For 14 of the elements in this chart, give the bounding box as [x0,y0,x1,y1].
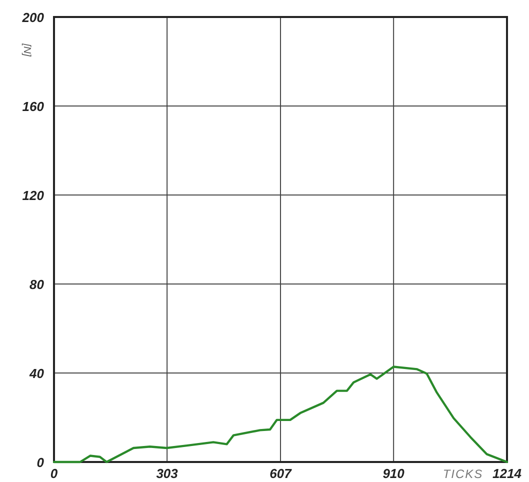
y-tick-label: 160 [22,99,45,114]
x-tick-label: 910 [382,466,406,481]
y-tick-label: 120 [22,188,45,203]
x-axis-title: TICKS [442,467,484,481]
x-tick-label: 1214 [492,466,522,481]
y-tick-label: 40 [28,366,45,381]
x-tick-label: 303 [156,466,179,481]
y-tick-label: 0 [36,455,45,470]
y-tick-label: 80 [30,277,45,292]
x-tick-label: 607 [270,466,292,481]
y-axis-title: [N] [21,42,32,57]
x-tick-label: 0 [50,466,58,481]
y-tick-label: 200 [21,10,45,25]
line-series [52,366,508,464]
